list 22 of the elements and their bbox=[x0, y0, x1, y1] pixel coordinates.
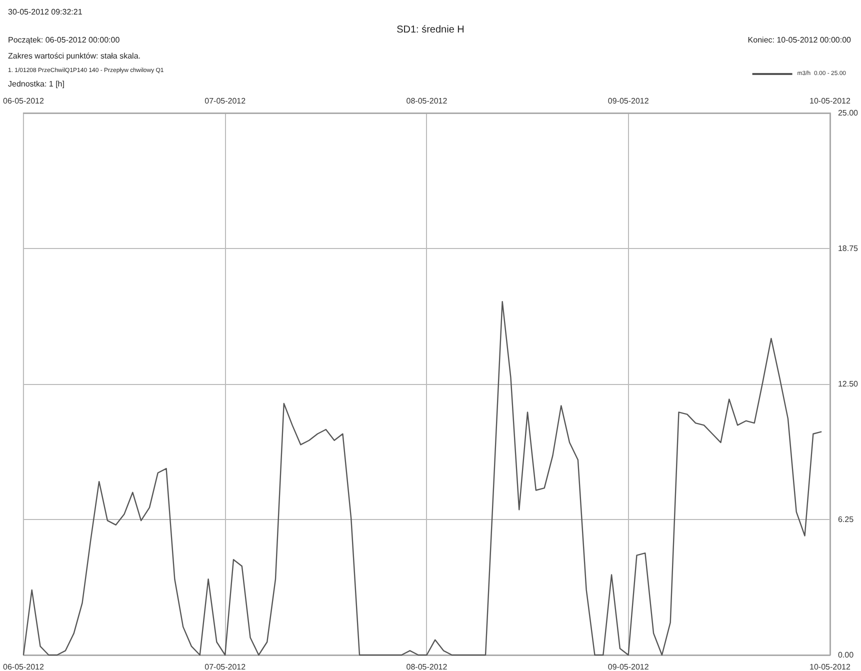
text: Jednostka: 1 [h] bbox=[8, 80, 64, 88]
text: Zakres wartości punktów: stała skala. bbox=[8, 52, 140, 60]
y-tick-label: 6.25 bbox=[838, 515, 854, 524]
x2-tick-label: 08-05-2012 bbox=[406, 96, 448, 106]
text: Początek: 06-05-2012 00:00:00 bbox=[8, 36, 120, 44]
x-tick-label: 08-05-2012 bbox=[406, 662, 448, 671]
x-tick-label: 06-05-2012 bbox=[3, 662, 44, 671]
y-tick-label: 18.75 bbox=[838, 244, 859, 253]
x-tick-label: 07-05-2012 bbox=[204, 662, 246, 671]
text: 30-05-2012 09:32:21 bbox=[8, 8, 83, 16]
x2-tick-label: 10-05-2012 bbox=[810, 96, 851, 106]
x2-tick-label: 07-05-2012 bbox=[204, 96, 246, 106]
line-series bbox=[22, 301, 822, 656]
y-tick-label: 0.00 bbox=[838, 650, 854, 660]
text: Koniec: 10-05-2012 00:00:00 bbox=[748, 36, 852, 44]
chart-title: SD1: średnie H bbox=[396, 24, 464, 36]
x2-tick-label: 06-05-2012 bbox=[3, 96, 44, 106]
y-tick-label: 12.50 bbox=[838, 380, 859, 388]
y-tick-label: 25.00 bbox=[838, 108, 859, 118]
x2-tick-label: 09-05-2012 bbox=[608, 96, 650, 106]
x-tick-label: 09-05-2012 bbox=[608, 662, 650, 671]
x-tick-label: 10-05-2012 bbox=[810, 662, 851, 671]
